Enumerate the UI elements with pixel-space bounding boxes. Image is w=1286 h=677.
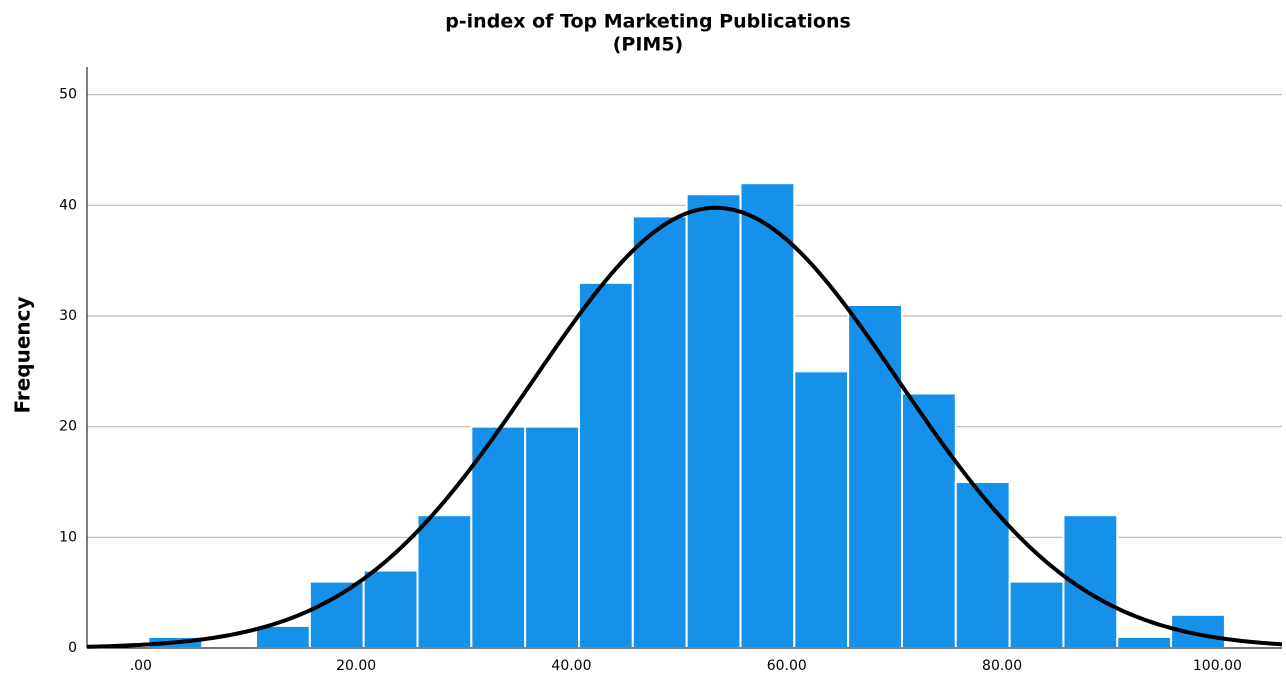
y-tick-label: 0 [68,640,77,656]
x-tick-label: 60.00 [767,658,807,674]
y-tick-label: 30 [59,308,77,324]
bar [631,215,688,649]
bar [577,281,634,649]
x-tick-label: 40.00 [551,658,591,674]
x-tick-label: .00 [130,658,152,674]
chart-title: p-index of Top Marketing Publications [445,11,851,33]
bar [362,569,419,649]
bar [847,303,903,649]
x-tick-label: 20.00 [336,658,376,674]
bar [416,514,473,650]
bar [255,624,311,649]
y-tick-label: 50 [59,87,77,103]
bar [900,392,957,650]
y-tick-label: 20 [59,419,77,435]
bar [308,580,365,649]
bar [954,481,1011,649]
normal-curve [86,205,1283,649]
bar [1008,580,1065,649]
bar [793,370,850,649]
y-axis-label: Frequency [11,296,35,413]
bar [685,193,742,649]
x-tick-label: 80.00 [982,658,1022,674]
bar [739,182,796,649]
y-tick-label: 40 [59,197,77,213]
bar [524,425,580,649]
y-tick-label: 10 [59,529,77,545]
bar [1116,635,1173,650]
x-tick-label: 100.00 [1193,658,1242,674]
chart-subtitle: (PIM5) [613,34,684,56]
